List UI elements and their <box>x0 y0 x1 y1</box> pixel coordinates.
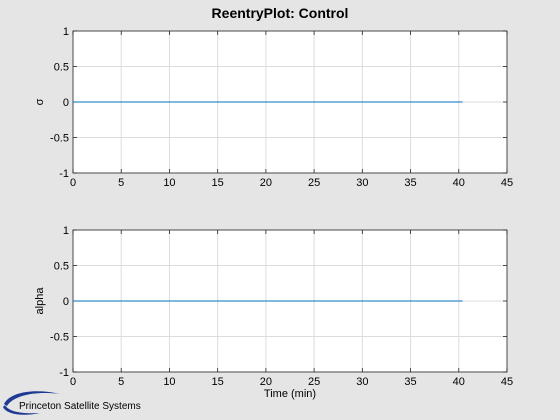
x-tick-label: 0 <box>70 177 76 189</box>
x-tick-label: 20 <box>260 177 272 189</box>
y-tick-label: 1 <box>63 225 69 237</box>
x-tick-label: 35 <box>404 177 416 189</box>
control-alpha-axes: 0 5 10 15 20 25 30 35 40 45 -1 -0.5 0 0.5 1 alpha Time (… <box>34 225 513 400</box>
y-tick-label: 0.5 <box>54 261 69 273</box>
x-axis-label: Time (min) <box>264 388 316 400</box>
y-axis-label: σ <box>34 98 46 105</box>
brand-logo: Princeton Satellite Systems <box>3 391 141 415</box>
y-tick-label: 0.5 <box>54 62 69 74</box>
x-tick-label: 30 <box>356 376 368 388</box>
x-tick-label: 25 <box>308 177 320 189</box>
x-tick-label: 10 <box>163 376 175 388</box>
y-tick-label: -1 <box>59 168 69 180</box>
x-tick-label: 40 <box>453 376 465 388</box>
x-tick-label: 40 <box>453 177 465 189</box>
control-sigma-axes: 0 5 10 15 20 25 30 35 40 45 -1 -0.5 0 0.5 1 σ <box>34 26 513 189</box>
x-tick-label: 10 <box>163 177 175 189</box>
x-tick-label: 30 <box>356 177 368 189</box>
x-tick-label: 35 <box>404 376 416 388</box>
x-tick-label: 45 <box>501 177 513 189</box>
x-tick-label: 25 <box>308 376 320 388</box>
y-tick-label: -0.5 <box>50 332 69 344</box>
x-tick-label: 15 <box>212 177 224 189</box>
x-tick-label: 5 <box>118 376 124 388</box>
x-tick-label: 0 <box>70 376 76 388</box>
figure-title: ReentryPlot: Control <box>212 5 349 21</box>
y-axis-label: alpha <box>34 287 46 315</box>
y-tick-label: -1 <box>59 367 69 379</box>
y-tick-label: 1 <box>63 26 69 38</box>
y-tick-label: 0 <box>63 296 69 308</box>
brand-name: Princeton Satellite Systems <box>19 401 141 412</box>
y-tick-label: -0.5 <box>50 133 69 145</box>
x-tick-label: 45 <box>501 376 513 388</box>
orbit-swoosh-icon <box>4 391 60 406</box>
x-tick-label: 5 <box>118 177 124 189</box>
y-tick-label: 0 <box>63 97 69 109</box>
x-tick-label: 15 <box>212 376 224 388</box>
x-tick-label: 20 <box>260 376 272 388</box>
orbit-swoosh-lower-icon <box>3 405 40 415</box>
